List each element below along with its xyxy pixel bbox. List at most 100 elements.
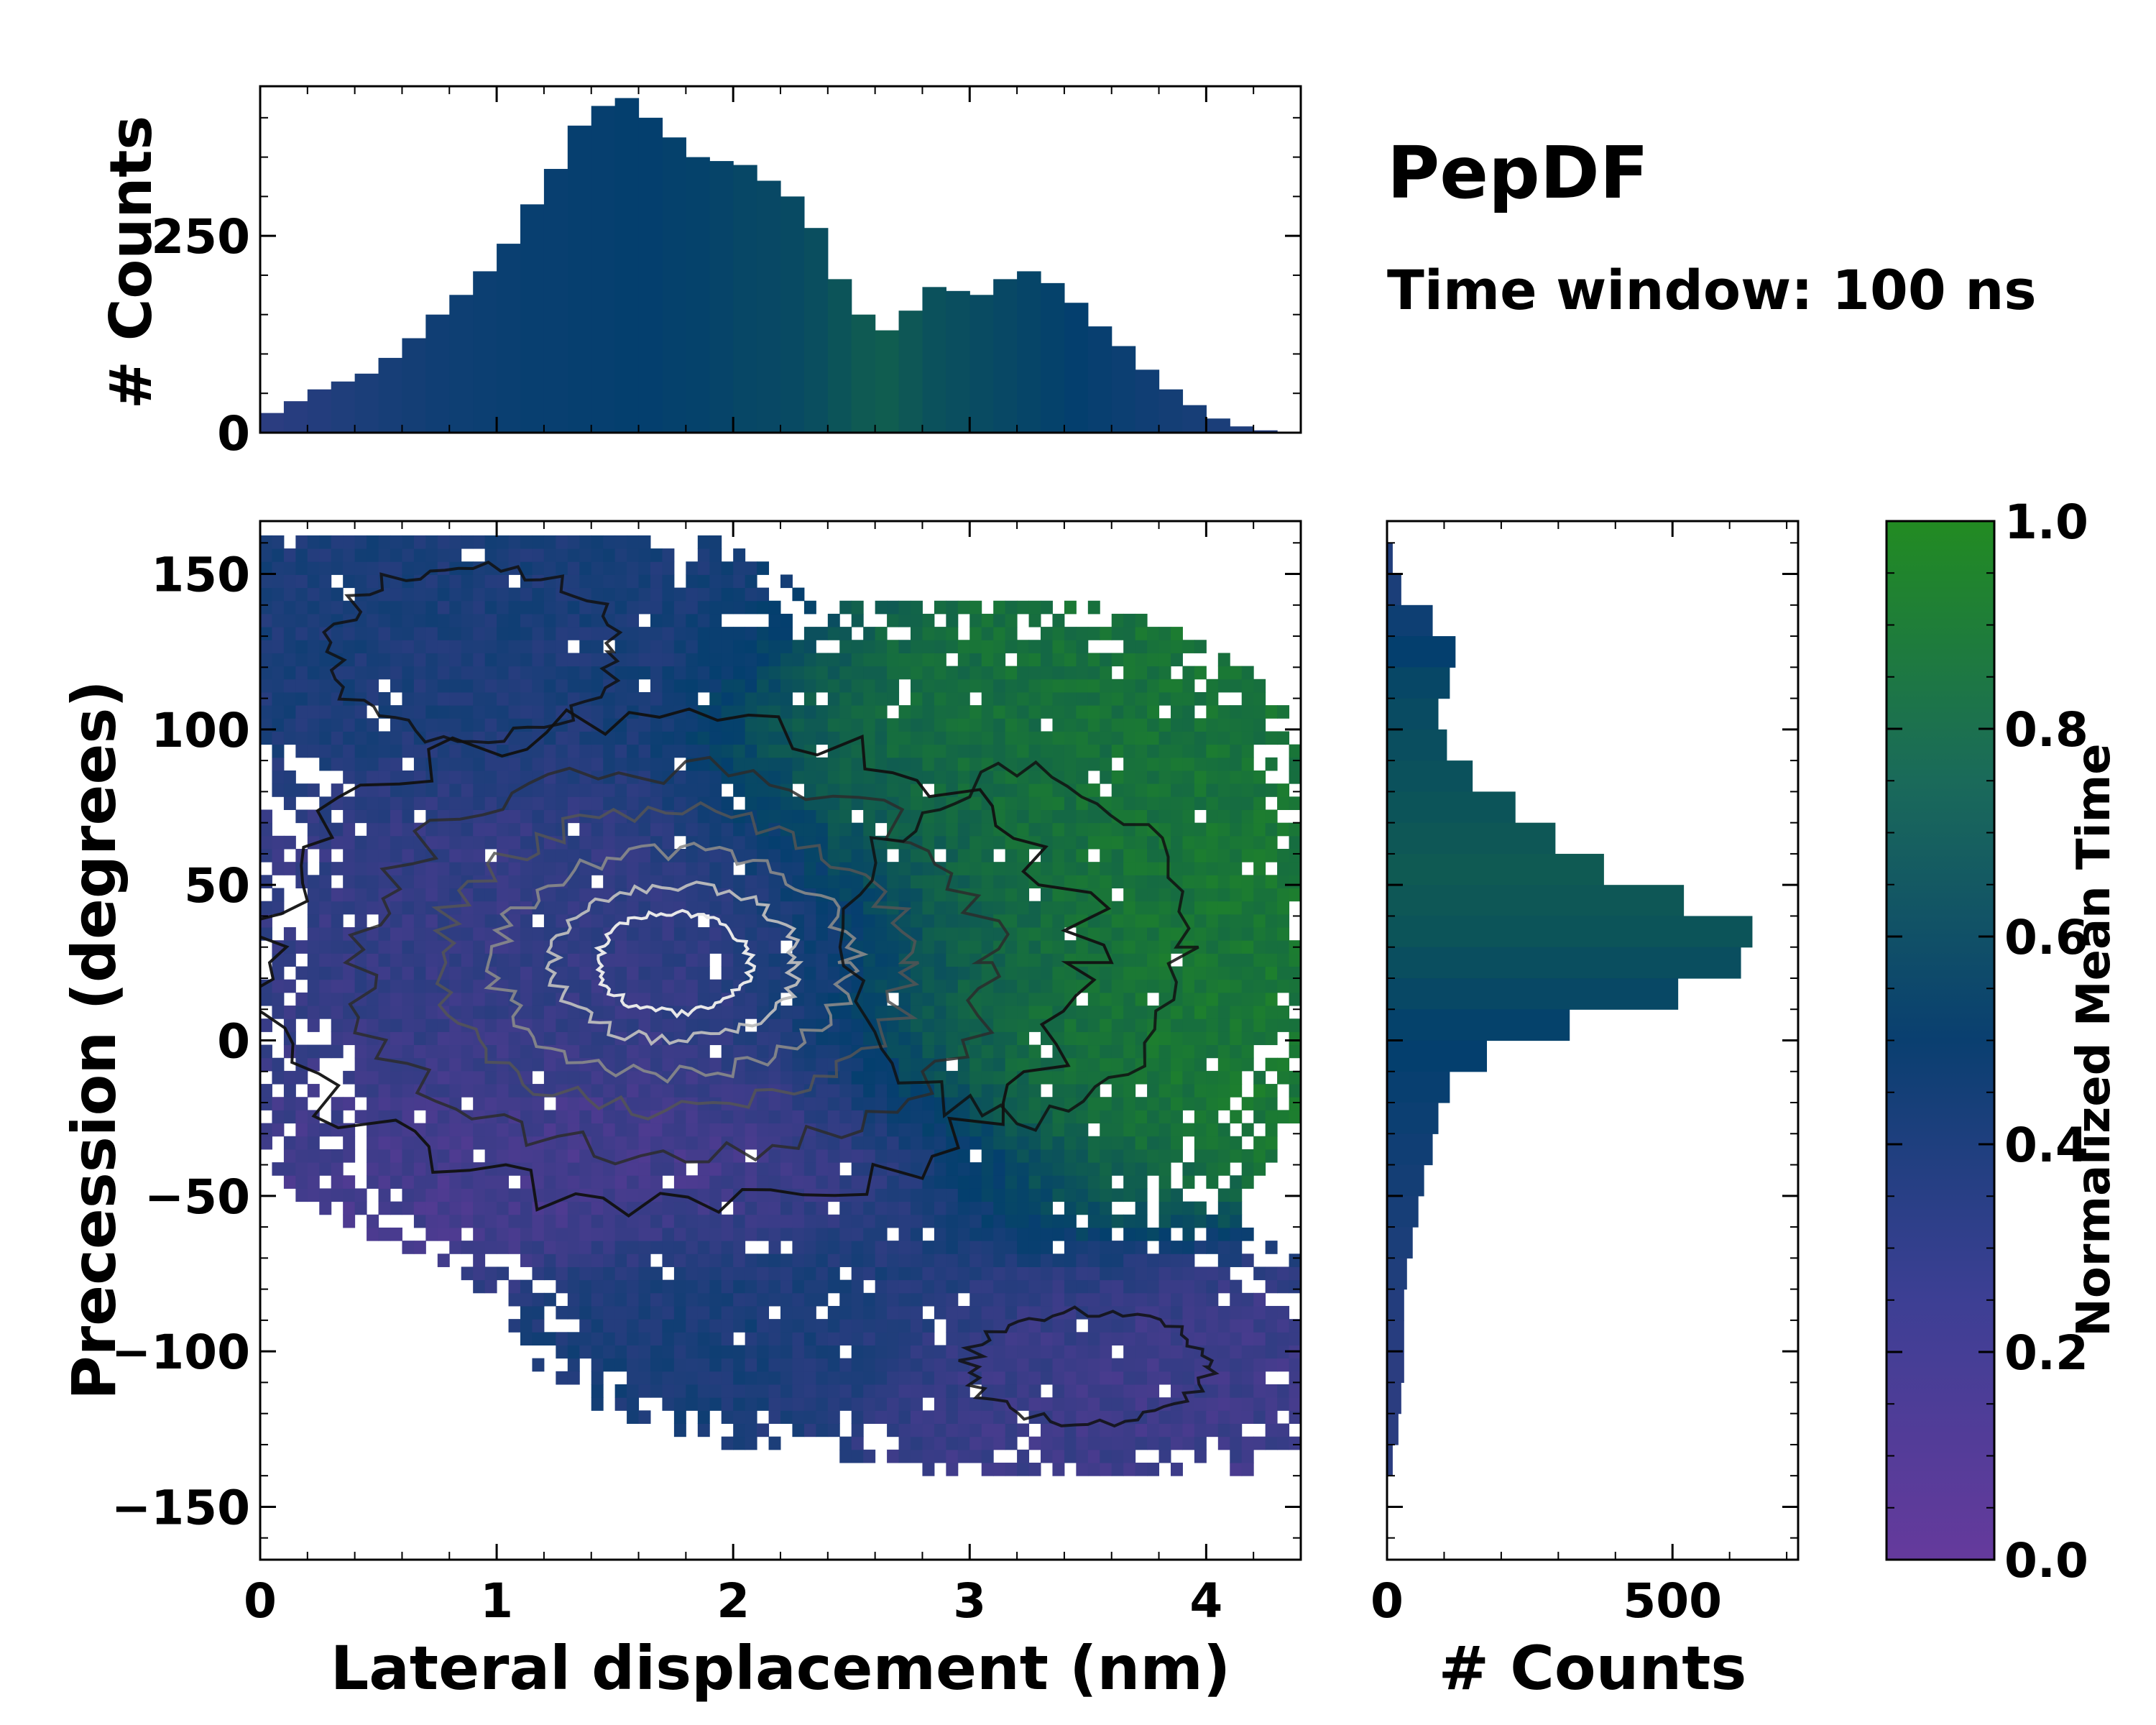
heatmap-cell	[532, 535, 545, 549]
heatmap-cell	[768, 1123, 781, 1137]
heatmap-cell	[934, 1384, 946, 1398]
heatmap-cell	[839, 691, 852, 706]
heatmap-cell	[627, 731, 640, 745]
top-histogram-bar	[260, 413, 285, 433]
heatmap-cell	[295, 613, 308, 627]
heatmap-cell	[272, 1006, 285, 1019]
heatmap-cell	[1005, 1436, 1018, 1450]
heatmap-cell	[1135, 627, 1148, 640]
heatmap-cell	[343, 678, 356, 693]
heatmap-cell	[650, 1044, 663, 1059]
heatmap-cell	[697, 1044, 710, 1059]
heatmap-cell	[627, 1384, 640, 1398]
heatmap-cell	[1158, 1188, 1171, 1202]
heatmap-cell	[272, 678, 285, 693]
heatmap-cell	[1123, 613, 1136, 627]
heatmap-cell	[1123, 757, 1136, 771]
heatmap-cell	[780, 796, 793, 810]
heatmap-cell	[591, 1292, 604, 1307]
heatmap-cell	[1135, 1254, 1148, 1267]
heatmap-cell	[721, 1084, 734, 1098]
heatmap-cell	[1171, 1110, 1183, 1124]
heatmap-cell	[272, 587, 285, 602]
heatmap-cell	[1017, 966, 1030, 980]
heatmap-cell	[1028, 1175, 1041, 1189]
heatmap-cell	[603, 1136, 616, 1150]
heatmap-cell	[981, 691, 994, 706]
heatmap-cell	[1076, 901, 1089, 915]
heatmap-cell	[709, 848, 722, 862]
heatmap-cell	[1135, 1384, 1148, 1398]
heatmap-cell	[473, 848, 486, 862]
heatmap-cell	[1028, 992, 1041, 1006]
heatmap-cell	[803, 678, 816, 693]
heatmap-cell	[911, 1031, 923, 1046]
heatmap-cell	[839, 666, 852, 680]
heatmap-cell	[484, 678, 497, 693]
heatmap-cell	[603, 979, 616, 993]
heatmap-cell	[1052, 809, 1065, 824]
heatmap-cell	[260, 574, 272, 589]
heatmap-cell	[922, 1097, 935, 1110]
heatmap-cell	[851, 705, 864, 719]
heatmap-cell	[851, 1305, 864, 1320]
heatmap-cell	[603, 1254, 616, 1267]
heatmap-cell	[413, 914, 426, 928]
heatmap-cell	[283, 561, 296, 575]
heatmap-cell	[733, 1397, 746, 1411]
heatmap-cell	[354, 875, 367, 889]
heatmap-cell	[354, 666, 367, 680]
heatmap-cell	[638, 927, 651, 941]
heatmap-cell	[709, 927, 722, 941]
heatmap-cell	[449, 1044, 462, 1059]
heatmap-cell	[1111, 627, 1124, 640]
heatmap-cell	[650, 666, 663, 680]
heatmap-cell	[1005, 1305, 1018, 1320]
heatmap-cell	[733, 1214, 746, 1228]
heatmap-cell	[934, 1188, 946, 1202]
heatmap-cell	[875, 992, 888, 1006]
heatmap-cell	[1100, 744, 1112, 758]
heatmap-cell	[1017, 1292, 1030, 1307]
heatmap-cell	[803, 731, 816, 745]
heatmap-cell	[1158, 979, 1171, 993]
heatmap-cell	[567, 953, 580, 967]
heatmap-cell	[1158, 888, 1171, 902]
heatmap-cell	[1005, 783, 1018, 797]
heatmap-cell	[839, 744, 852, 758]
heatmap-cell	[827, 1044, 840, 1059]
heatmap-cell	[745, 848, 757, 862]
heatmap-cell	[887, 1149, 900, 1163]
heatmap-cell	[875, 1279, 888, 1294]
heatmap-cell	[461, 718, 474, 732]
heatmap-cell	[993, 1410, 1006, 1425]
heatmap-cell	[1064, 1358, 1077, 1372]
heatmap-cell	[934, 1123, 946, 1137]
heatmap-cell	[922, 613, 935, 627]
heatmap-cell	[449, 757, 462, 771]
heatmap-cell	[851, 901, 864, 915]
heatmap-cell	[1052, 1397, 1065, 1411]
heatmap-cell	[662, 979, 675, 993]
heatmap-cell	[875, 770, 888, 784]
heatmap-cell	[1076, 1410, 1089, 1425]
heatmap-cell	[757, 757, 770, 771]
heatmap-cell	[1005, 718, 1018, 732]
heatmap-cell	[733, 574, 746, 589]
heatmap-cell	[745, 1175, 757, 1189]
heatmap-cell	[307, 822, 320, 837]
heatmap-cell	[709, 587, 722, 602]
heatmap-cell	[792, 796, 805, 810]
heatmap-cell	[638, 1384, 651, 1398]
heatmap-cell	[497, 653, 510, 667]
heatmap-cell	[378, 640, 391, 653]
heatmap-cell	[1194, 770, 1207, 784]
heatmap-cell	[614, 1006, 627, 1019]
heatmap-cell	[567, 901, 580, 915]
heatmap-cell	[449, 1084, 462, 1098]
heatmap-cell	[638, 666, 651, 680]
heatmap-cell	[922, 1279, 935, 1294]
heatmap-cell	[1206, 1044, 1219, 1059]
heatmap-cell	[1041, 953, 1053, 967]
heatmap-cell	[803, 809, 816, 824]
